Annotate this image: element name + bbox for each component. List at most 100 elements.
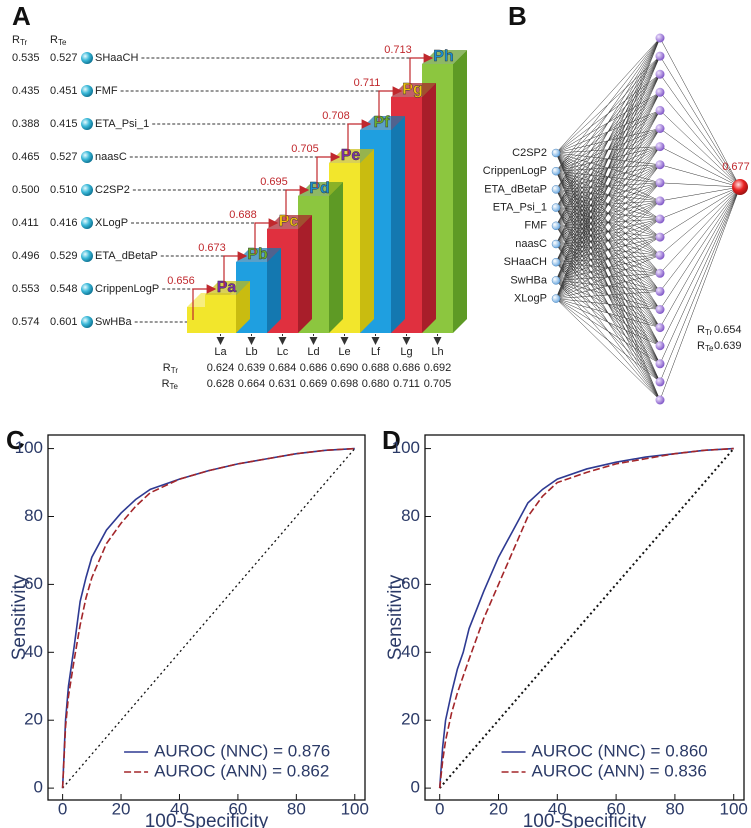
r-te-value: 0.527 [50, 151, 78, 163]
block-side [267, 248, 281, 333]
x-tick-label: 60 [607, 799, 626, 818]
edge [555, 291, 661, 299]
hidden-node [655, 305, 665, 314]
y-tick-label: 60 [24, 574, 43, 593]
input-node [551, 257, 561, 267]
hidden-node [655, 359, 665, 369]
descriptor-icon [81, 250, 93, 262]
r-te-value: 0.529 [50, 250, 78, 262]
edge [555, 298, 661, 310]
r-tr-value: 0.500 [12, 184, 40, 196]
reference-diagonal [62, 448, 356, 789]
y-axis-label: Sensitivity [385, 574, 406, 660]
edge [659, 186, 741, 238]
y-tick-label: 80 [24, 506, 43, 525]
edge [555, 37, 661, 226]
r-te-value: 0.451 [50, 85, 78, 97]
input-node [551, 221, 561, 231]
plot-frame [424, 434, 745, 801]
edge [659, 186, 741, 202]
step-value: 0.673 [198, 242, 226, 254]
step-arrow [316, 152, 341, 188]
step-value: 0.656 [167, 275, 195, 287]
block-label: Pd [309, 180, 329, 197]
block-top [360, 116, 405, 130]
block-side [453, 50, 467, 333]
edge [659, 186, 741, 364]
edge [659, 186, 741, 346]
panel-label: D [382, 425, 401, 455]
block-label: Pb [247, 246, 268, 263]
x-tick-label: 20 [489, 799, 508, 818]
y-tick-label: 20 [401, 710, 420, 729]
r-tr-value: 0.496 [12, 250, 40, 262]
descriptor-name: CrippenLogP [95, 283, 159, 295]
level-r-tr: 0.690 [331, 362, 359, 374]
legend-label: AUROC (ANN) = 0.836 [532, 761, 707, 780]
level-r-te: 0.669 [300, 378, 328, 390]
descriptor-name: SHaaCH [95, 52, 138, 64]
descriptor-name: ETA_dBetaP [95, 250, 158, 262]
edge [555, 74, 661, 299]
edge [659, 146, 741, 188]
r-main: R [12, 34, 20, 46]
roc-curve [61, 447, 355, 789]
block-side [236, 281, 250, 333]
input-name: ETA_dBetaP [484, 183, 547, 195]
block-label: Pc [279, 213, 299, 230]
edge [555, 37, 661, 281]
descriptor-name: C2SP2 [95, 184, 130, 196]
level-name: Lh [431, 346, 443, 358]
step-arrow [347, 119, 372, 155]
block-top [391, 83, 436, 97]
input-node [551, 148, 561, 158]
descriptor-icon [81, 118, 93, 130]
r-te-value: 0.416 [50, 217, 78, 229]
plot-frame [47, 434, 366, 801]
step-arrow [285, 185, 310, 221]
block-top [267, 215, 312, 229]
roc-curve [438, 447, 734, 789]
level-name: Lg [400, 346, 412, 358]
panel-label: A [12, 1, 31, 31]
edge [555, 298, 661, 383]
hidden-node [655, 341, 665, 351]
edge [555, 298, 661, 365]
r-te-value: 0.510 [50, 184, 78, 196]
edge [555, 254, 661, 299]
hidden-node [655, 51, 665, 61]
y-tick-label: 60 [401, 574, 420, 593]
input-node [551, 203, 561, 212]
output-value: 0.677 [722, 161, 750, 173]
input-name: XLogP [514, 293, 547, 305]
block-label: Pf [374, 114, 391, 131]
r-label: RTe [697, 340, 714, 353]
level-r-tr: 0.684 [269, 362, 297, 374]
x-tick-label: 100 [341, 799, 369, 818]
y-tick-label: 80 [401, 506, 420, 525]
edge [555, 37, 661, 154]
descriptor-icon [81, 316, 93, 328]
descriptor-icon [81, 217, 93, 229]
r-tr-value: 0.411 [12, 217, 39, 229]
level-r-tr: 0.686 [300, 362, 328, 374]
edge [659, 186, 741, 401]
input-name: SwHBa [510, 274, 548, 286]
r-tr-value: 0.553 [12, 283, 40, 295]
panel-label: C [6, 425, 25, 455]
edge [659, 186, 741, 328]
descriptor-name: ETA_Psi_1 [95, 118, 149, 130]
level-r-tr: 0.686 [393, 362, 421, 374]
legend-label: AUROC (ANN) = 0.862 [154, 761, 329, 780]
hidden-node [655, 69, 665, 79]
step-value: 0.705 [291, 143, 319, 155]
edge [555, 298, 661, 328]
descriptor-name: SwHBa [95, 316, 133, 328]
block-label: Pg [402, 81, 422, 98]
roc-curve [438, 447, 734, 789]
y-tick-label: 0 [411, 778, 420, 797]
hidden-node [655, 178, 665, 188]
x-tick-label: 40 [170, 799, 189, 818]
edge [659, 186, 741, 292]
